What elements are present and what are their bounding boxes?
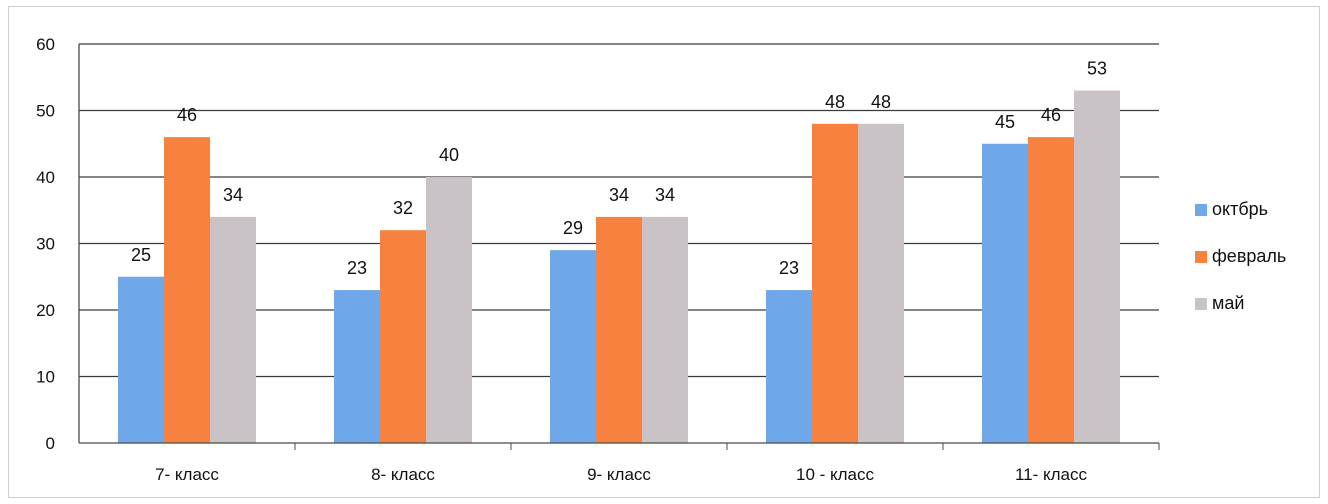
x-tick-label: 11- класс — [1015, 465, 1088, 484]
bar-2-5 — [1028, 137, 1074, 443]
data-label: 45 — [995, 112, 1015, 132]
legend: октбрь февраль май — [1195, 199, 1286, 313]
x-tick-label: 7- класс — [155, 465, 219, 484]
x-tick-label: 8- класс — [371, 465, 435, 484]
bars — [118, 90, 1120, 444]
bar-2-4 — [812, 123, 858, 444]
data-labels: 25 46 34 23 32 40 29 34 34 23 48 48 45 46 53 — [131, 59, 1107, 278]
bar-1-4 — [766, 290, 812, 443]
data-label: 46 — [177, 105, 197, 125]
bar-3-5 — [1074, 90, 1120, 444]
data-label: 34 — [609, 185, 629, 205]
y-tick-label-20: 20 — [36, 301, 55, 320]
legend-swatch — [1195, 298, 1207, 310]
data-label: 46 — [1041, 105, 1061, 125]
bar-3-2 — [426, 177, 472, 443]
bar-3-3 — [642, 216, 688, 443]
bar-1-3 — [550, 250, 596, 443]
data-label: 48 — [871, 92, 891, 112]
bar-2-1 — [164, 137, 210, 443]
bar-1-2 — [334, 290, 380, 443]
y-tick-label-40: 40 — [36, 168, 55, 187]
data-label: 23 — [779, 258, 799, 278]
data-label: 40 — [439, 145, 459, 165]
data-label: 23 — [347, 258, 367, 278]
x-tick-label: 9- класс — [587, 465, 651, 484]
bar-1-1 — [118, 276, 164, 443]
y-tick-label-0: 0 — [46, 434, 55, 453]
data-label: 34 — [223, 185, 243, 205]
data-label: 32 — [393, 198, 413, 218]
data-label: 25 — [131, 245, 151, 265]
x-tick-label: 10 - класс — [796, 465, 875, 484]
data-label: 48 — [825, 92, 845, 112]
y-tick-label-50: 50 — [36, 102, 55, 121]
legend-label: октбрь — [1212, 199, 1268, 219]
bar-2-3 — [596, 216, 642, 443]
legend-swatch — [1195, 251, 1207, 263]
legend-label: февраль — [1212, 246, 1286, 266]
y-axis-ticks: 0 10 20 30 40 50 60 — [36, 35, 55, 453]
legend-label: май — [1212, 293, 1244, 313]
y-tick-label-30: 30 — [36, 235, 55, 254]
bar-1-5 — [982, 143, 1028, 443]
x-axis: 7- класс 8- класс 9- класс 10 - класс 11- кл… — [78, 44, 1160, 484]
data-label: 34 — [655, 185, 675, 205]
bar-2-2 — [380, 230, 426, 443]
data-label: 29 — [563, 218, 583, 238]
y-tick-label-60: 60 — [36, 35, 55, 54]
y-tick-label-10: 10 — [36, 368, 55, 387]
bar-3-4 — [858, 123, 904, 444]
data-label: 53 — [1087, 59, 1107, 79]
chart-frame: 0 10 20 30 40 50 60 25 46 34 23 32 40 29 34 34 23 48 48 45… — [8, 6, 1320, 498]
bar-chart: 0 10 20 30 40 50 60 25 46 34 23 32 40 29 34 34 23 48 48 45… — [36, 35, 1286, 484]
bar-3-1 — [210, 216, 256, 443]
legend-swatch — [1195, 204, 1207, 216]
